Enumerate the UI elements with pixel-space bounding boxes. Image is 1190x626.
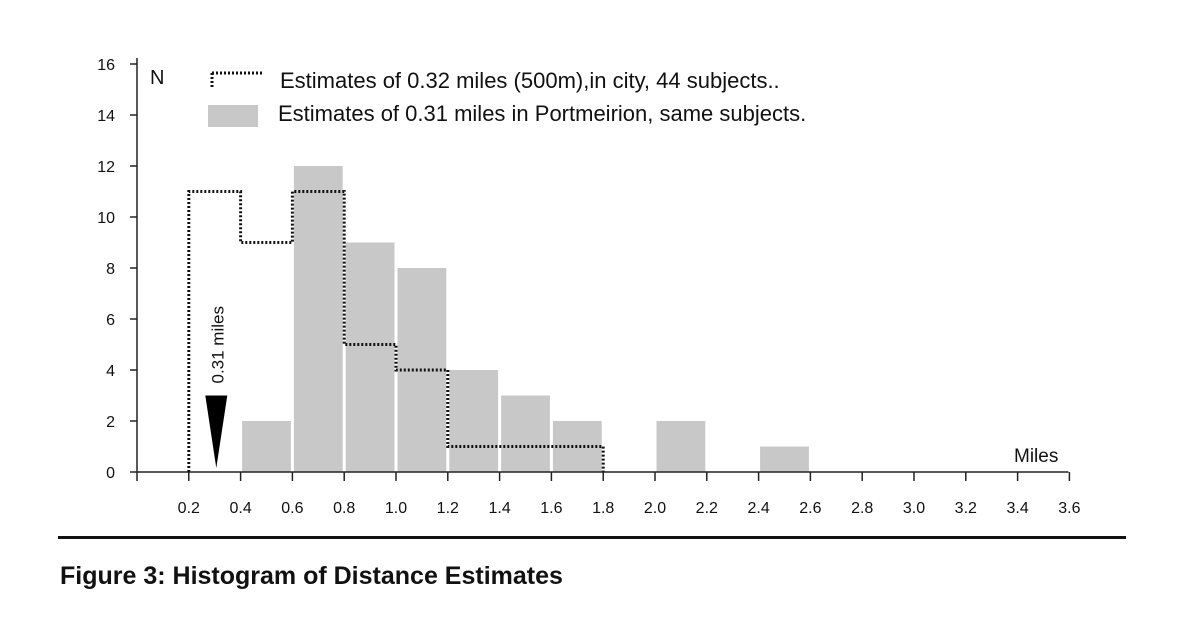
- x-tick-label-5: 1.2: [437, 500, 459, 517]
- y-tick-label-8: 16: [97, 57, 115, 74]
- distance-marker-triangle: [205, 395, 228, 468]
- x-tick-label-13: 2.8: [851, 500, 873, 517]
- y-tick-label-1: 2: [106, 414, 115, 431]
- x-tick-label-4: 1.0: [385, 500, 407, 517]
- bar-8: [760, 446, 809, 472]
- y-tick-label-7: 14: [97, 108, 115, 125]
- city-step-line: [187, 190, 605, 472]
- x-tick-label-12: 2.6: [799, 500, 821, 517]
- x-tick-label-9: 2.0: [644, 500, 666, 517]
- distance-marker-label: 0.31 miles: [208, 306, 227, 383]
- x-axis-label: Miles: [1014, 446, 1058, 467]
- x-tick-label-17: 3.6: [1058, 500, 1080, 517]
- legend-label-portmeirion: Estimates of 0.31 miles in Portmeirion, …: [278, 101, 806, 126]
- y-tick-label-2: 4: [106, 363, 115, 380]
- bar-2: [345, 242, 395, 472]
- tick-labels: 0 2 4 6 8 10 12 14 16 0.2 0.4 0.6 0.8 1.0 1.2 1.4 1.6 1.8…: [97, 57, 1080, 517]
- bar-1: [293, 166, 343, 472]
- portmeirion-bars: [242, 166, 809, 472]
- legend-label-city: Estimates of 0.32 miles (500m),in city, …: [280, 68, 780, 93]
- annotations: 0.31 miles: [205, 306, 228, 468]
- x-tick-label-7: 1.6: [540, 500, 562, 517]
- y-tick-label-3: 6: [106, 312, 115, 329]
- bar-4: [449, 370, 499, 472]
- caption-rule: [58, 536, 1126, 539]
- y-tick-label-5: 10: [97, 210, 115, 227]
- x-tick-label-10: 2.2: [696, 500, 718, 517]
- x-tick-label-0: 0.2: [178, 500, 200, 517]
- y-tick-label-4: 8: [106, 261, 115, 278]
- bar-7: [656, 421, 706, 472]
- x-tick-label-1: 0.4: [229, 500, 251, 517]
- x-tick-label-14: 3.0: [903, 500, 925, 517]
- city-step-outline: [187, 190, 605, 472]
- bar-0: [242, 421, 291, 472]
- x-tick-label-6: 1.4: [488, 500, 510, 517]
- legend: Estimates of 0.32 miles (500m),in city, …: [208, 68, 806, 127]
- x-tick-label-2: 0.6: [281, 500, 303, 517]
- figure-caption: Figure 3: Histogram of Distance Estimate…: [60, 562, 563, 590]
- x-tick-label-11: 2.4: [747, 500, 769, 517]
- bar-5: [501, 395, 550, 472]
- x-tick-label-16: 3.4: [1006, 500, 1028, 517]
- legend-swatch-portmeirion: [208, 105, 258, 127]
- y-tick-label-0: 0: [106, 465, 115, 482]
- histogram-chart: 0 2 4 6 8 10 12 14 16 0.2 0.4 0.6 0.8 1.0 1.2 1.4 1.6 1.8…: [97, 57, 1080, 517]
- x-tick-label-15: 3.2: [955, 500, 977, 517]
- y-tick-label-6: 12: [97, 159, 115, 176]
- x-tick-label-3: 0.8: [333, 500, 355, 517]
- y-axis-label: N: [150, 67, 164, 89]
- x-tick-label-8: 1.8: [592, 500, 614, 517]
